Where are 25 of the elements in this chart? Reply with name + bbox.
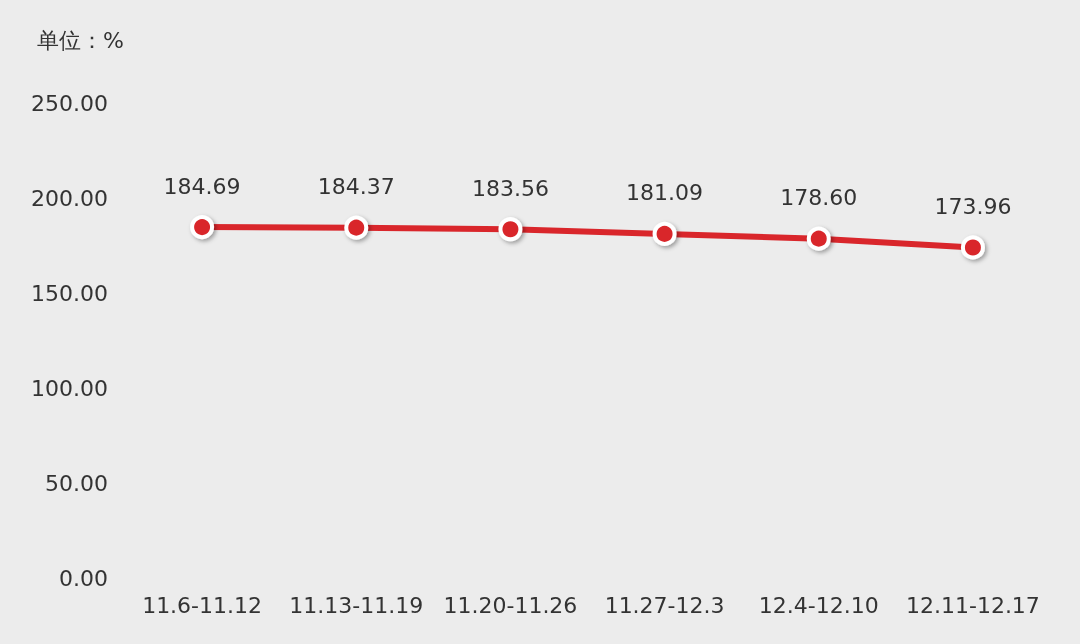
data-label: 183.56 — [471, 175, 549, 201]
y-tick-label: 150.00 — [31, 280, 108, 306]
y-axis-title: 单位：% — [37, 27, 124, 53]
point — [190, 215, 215, 240]
point — [960, 235, 985, 260]
point — [806, 226, 831, 251]
data-label: 181.09 — [626, 180, 704, 206]
y-tick-label: 50.00 — [45, 470, 108, 496]
point — [498, 217, 523, 242]
x-tick-label: 12.11-12.17 — [905, 592, 1040, 618]
y-tick-label: 250.00 — [31, 90, 108, 116]
x-tick-label: 11.13-11.19 — [289, 592, 424, 618]
y-tick-label: 0.00 — [59, 565, 108, 591]
point — [652, 221, 677, 246]
y-tick-label: 200.00 — [31, 185, 108, 211]
x-tick-label: 12.4-12.10 — [758, 592, 879, 618]
point — [344, 215, 369, 240]
y-tick-label: 100.00 — [31, 375, 108, 401]
x-tick-label: 11.27-12.3 — [604, 592, 725, 618]
data-label: 173.96 — [934, 193, 1012, 219]
x-tick-label: 11.6-11.12 — [142, 592, 263, 618]
data-label: 184.69 — [163, 173, 241, 199]
data-label: 178.60 — [780, 185, 858, 211]
data-label: 184.37 — [317, 174, 395, 200]
x-tick-label: 11.20-11.26 — [443, 592, 578, 618]
